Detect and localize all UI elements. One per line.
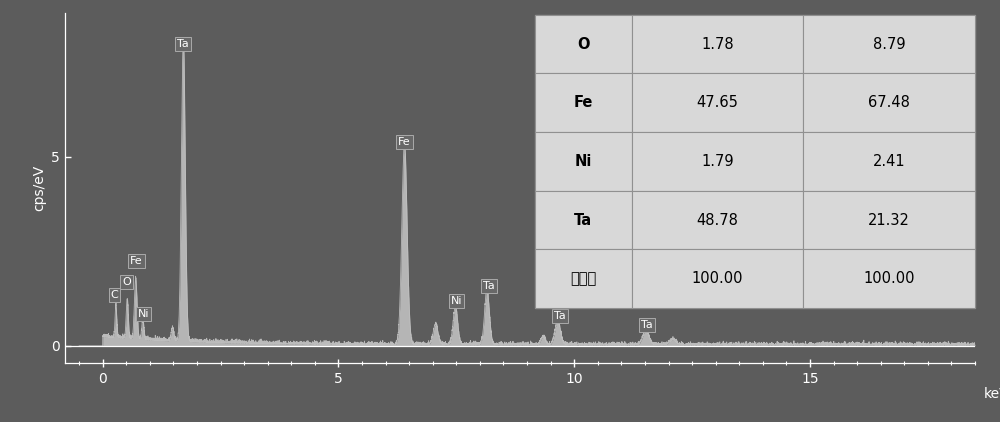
Text: 100.00: 100.00 bbox=[863, 271, 915, 286]
Text: 2.41: 2.41 bbox=[873, 154, 906, 169]
Text: keV: keV bbox=[984, 387, 1000, 401]
Text: O: O bbox=[122, 277, 131, 287]
Text: O: O bbox=[577, 37, 590, 51]
Text: C: C bbox=[111, 290, 118, 300]
Text: Ta: Ta bbox=[177, 39, 189, 49]
Text: Ni: Ni bbox=[138, 309, 149, 319]
Text: Fe: Fe bbox=[398, 137, 411, 147]
Y-axis label: cps/eV: cps/eV bbox=[32, 165, 46, 211]
Text: Ta: Ta bbox=[641, 320, 653, 330]
Text: Ta: Ta bbox=[483, 281, 495, 291]
Text: 总量：: 总量： bbox=[570, 271, 597, 286]
Text: 48.78: 48.78 bbox=[697, 213, 739, 227]
Text: Ta: Ta bbox=[554, 311, 566, 321]
Text: 100.00: 100.00 bbox=[692, 271, 743, 286]
Text: 47.65: 47.65 bbox=[697, 95, 739, 110]
Text: 1.78: 1.78 bbox=[701, 37, 734, 51]
Text: Ni: Ni bbox=[451, 296, 462, 306]
Text: Fe: Fe bbox=[130, 256, 143, 266]
Text: 67.48: 67.48 bbox=[868, 95, 910, 110]
Text: 8.79: 8.79 bbox=[873, 37, 906, 51]
Text: Fe: Fe bbox=[574, 95, 593, 110]
Text: Ni: Ni bbox=[575, 154, 592, 169]
Text: 1.79: 1.79 bbox=[701, 154, 734, 169]
Text: 21.32: 21.32 bbox=[868, 213, 910, 227]
Text: Ta: Ta bbox=[574, 213, 592, 227]
